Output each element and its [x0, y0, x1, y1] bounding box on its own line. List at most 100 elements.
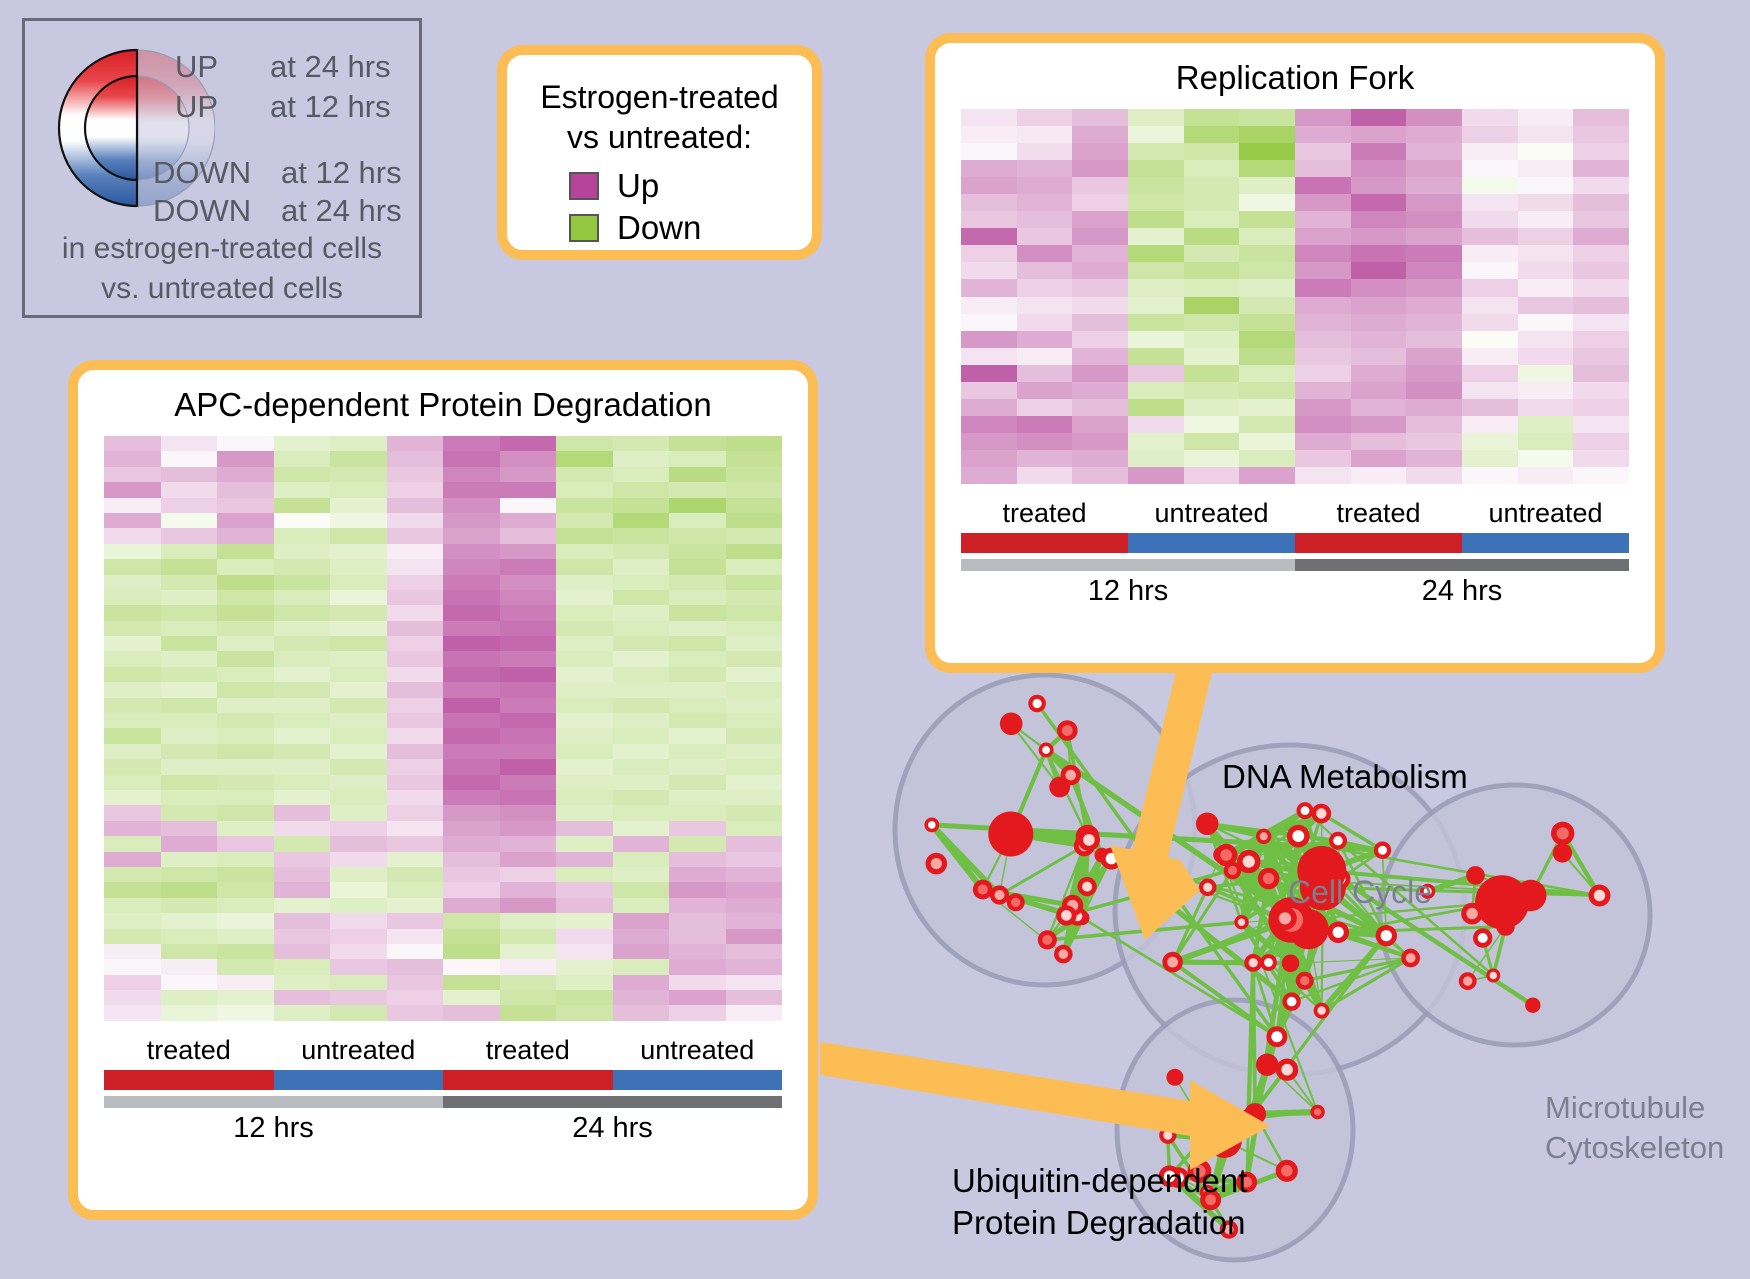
heatmap-cell — [330, 605, 387, 621]
network-node[interactable] — [1297, 846, 1347, 895]
network-node[interactable] — [1313, 1002, 1330, 1019]
network-node[interactable] — [1049, 776, 1071, 798]
network-node[interactable] — [972, 879, 993, 900]
legend-label-down: Down — [617, 209, 702, 246]
heatmap-cell — [273, 866, 330, 883]
heatmap-cell — [612, 528, 669, 544]
network-node[interactable] — [1273, 906, 1297, 931]
network-node[interactable] — [1219, 1220, 1239, 1239]
network-node[interactable] — [988, 811, 1034, 857]
network-node[interactable] — [999, 712, 1023, 736]
network-node[interactable] — [1200, 1189, 1222, 1211]
heatmap-cell — [499, 866, 556, 883]
network-node[interactable] — [1295, 971, 1314, 990]
network-node[interactable] — [1311, 803, 1332, 824]
network-node[interactable] — [1244, 1103, 1266, 1125]
replication-fork-group-bar — [961, 533, 1629, 553]
network-node[interactable] — [1100, 847, 1123, 870]
network-node[interactable] — [1077, 877, 1097, 897]
network-node[interactable] — [924, 817, 940, 833]
heatmap-cell — [725, 882, 782, 898]
network-node[interactable] — [925, 852, 948, 875]
heatmap-cell — [556, 1005, 613, 1021]
network-node[interactable] — [1552, 843, 1573, 863]
network-node[interactable] — [1496, 917, 1515, 936]
heatmap-cell — [1183, 109, 1240, 127]
network-node[interactable] — [1310, 1104, 1325, 1120]
network-node[interactable] — [1244, 953, 1263, 972]
network-node[interactable] — [1551, 821, 1575, 845]
network-node[interactable] — [1275, 1159, 1298, 1182]
network-node[interactable] — [1458, 972, 1477, 990]
network-node[interactable] — [1257, 867, 1280, 890]
network-node[interactable] — [1327, 921, 1349, 944]
network-node[interactable] — [1420, 883, 1436, 899]
heatmap-cell — [1128, 415, 1184, 433]
network-node[interactable] — [1256, 1053, 1279, 1076]
network-node[interactable] — [1159, 1126, 1177, 1144]
heatmap-cell — [330, 482, 387, 498]
network-node[interactable] — [1256, 828, 1272, 844]
network-node[interactable] — [1282, 992, 1301, 1011]
heatmap-cell — [160, 605, 217, 621]
heatmap-cell — [669, 759, 726, 775]
network-node[interactable] — [1054, 944, 1073, 964]
network-node[interactable] — [1198, 878, 1217, 897]
network-node[interactable] — [1461, 902, 1483, 925]
network-node[interactable] — [1281, 954, 1300, 973]
network-node[interactable] — [1275, 1058, 1299, 1081]
network-node[interactable] — [1215, 843, 1238, 867]
network-node[interactable] — [1195, 812, 1219, 836]
heatmap-cell — [499, 974, 556, 991]
network-node[interactable] — [1373, 841, 1392, 859]
network-node[interactable] — [1486, 968, 1501, 983]
network-edge — [1322, 885, 1600, 897]
network-node[interactable] — [1057, 720, 1078, 741]
network-node[interactable] — [1028, 694, 1046, 713]
network-node[interactable] — [1223, 861, 1242, 880]
network-node[interactable] — [1237, 849, 1261, 874]
network-node[interactable] — [1329, 831, 1347, 850]
network-node[interactable] — [1525, 997, 1541, 1013]
network-node[interactable] — [1475, 875, 1530, 930]
color-key-row-0-label: UP — [175, 49, 219, 84]
heatmap-cell — [612, 974, 669, 991]
network-node[interactable] — [1162, 951, 1183, 973]
network-node[interactable] — [989, 885, 1010, 905]
network-node[interactable] — [1266, 1026, 1288, 1048]
network-node[interactable] — [1286, 824, 1310, 848]
network-node[interactable] — [1588, 884, 1611, 907]
label-microtubule-line1: Microtubule — [1545, 1090, 1706, 1125]
heatmap-cell — [104, 990, 161, 1006]
network-node[interactable] — [1260, 954, 1277, 971]
heatmap-cell — [725, 866, 782, 883]
heatmap-cell — [1183, 143, 1240, 161]
heatmap-cell — [330, 882, 387, 898]
network-node[interactable] — [1006, 893, 1025, 912]
network-node[interactable] — [1038, 742, 1054, 758]
network-node[interactable] — [1056, 905, 1077, 926]
heatmap-cell — [1406, 160, 1463, 178]
network-node[interactable] — [1158, 1165, 1181, 1188]
replication-fork-annotation: treated untreated treated untreated 12 hrs 2… — [935, 498, 1655, 608]
network-node[interactable] — [1296, 802, 1314, 820]
network-node[interactable] — [1473, 928, 1493, 948]
heatmap-cell — [1239, 245, 1296, 263]
network-node[interactable] — [1466, 866, 1485, 885]
heatmap-cell — [330, 697, 387, 714]
heatmap-cell — [330, 636, 387, 652]
network-node[interactable] — [1077, 828, 1100, 851]
network-node[interactable] — [1222, 1135, 1237, 1150]
heatmap-column — [1072, 109, 1129, 485]
network-node[interactable] — [1515, 879, 1547, 912]
network-node[interactable] — [1236, 1171, 1258, 1193]
heatmap-column — [1183, 109, 1240, 485]
heatmap-cell — [104, 913, 161, 929]
network-node[interactable] — [1037, 930, 1057, 950]
network-node[interactable] — [1234, 915, 1249, 930]
network-node[interactable] — [1375, 925, 1397, 947]
network-node[interactable] — [1166, 1068, 1184, 1086]
network-node-inner — [1005, 717, 1018, 730]
network-node[interactable] — [1401, 948, 1420, 968]
heatmap-cell — [386, 620, 443, 637]
